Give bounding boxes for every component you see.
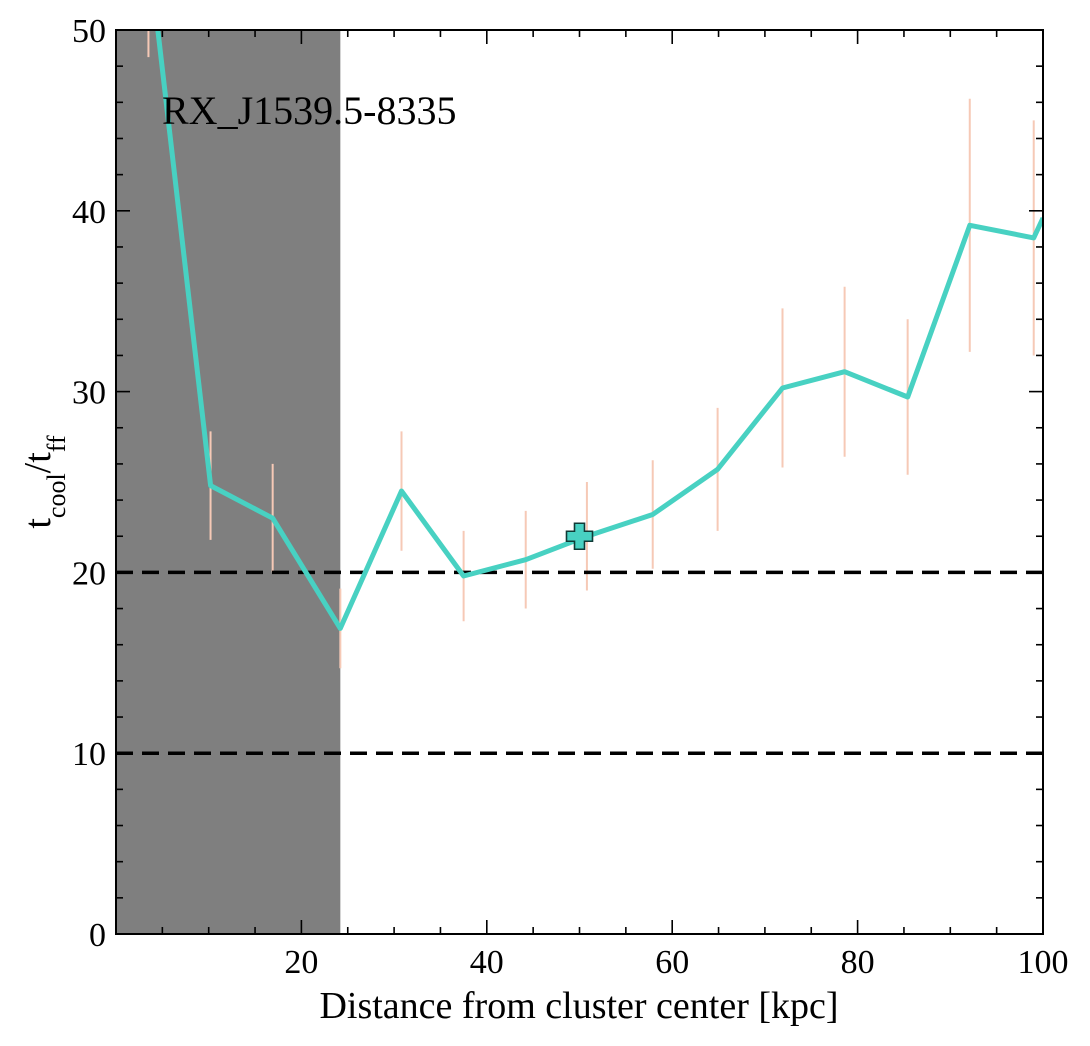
- excluded-region: [116, 30, 341, 934]
- ticks-layer: 20 40 60 80 100 0 10 20 30 40 50: [72, 13, 1069, 981]
- marker-plus: [565, 522, 594, 551]
- y-tick-label: 20: [72, 555, 106, 592]
- series-line: [155, 30, 1043, 631]
- x-tick-label: 80: [841, 944, 875, 981]
- y-axis-title: tcool/tff: [17, 435, 71, 529]
- y-tick-label: 50: [72, 13, 106, 50]
- x-axis-title: Distance from cluster center [kpc]: [319, 985, 838, 1027]
- marker-layer: [565, 522, 594, 551]
- y-tick-label: 10: [72, 736, 106, 773]
- x-tick-label: 20: [284, 944, 318, 981]
- excluded-region-layer: [116, 30, 341, 934]
- x-tick-label: 40: [470, 944, 504, 981]
- series-line-layer: [155, 30, 1043, 631]
- x-tick-label: 100: [1018, 944, 1069, 981]
- y-tick-label: 40: [72, 194, 106, 231]
- x-tick-label: 60: [655, 944, 689, 981]
- y-tick-label: 0: [89, 917, 106, 954]
- y-tick-label: 30: [72, 375, 106, 412]
- annotation-label: RX_J1539.5-8335: [162, 88, 456, 133]
